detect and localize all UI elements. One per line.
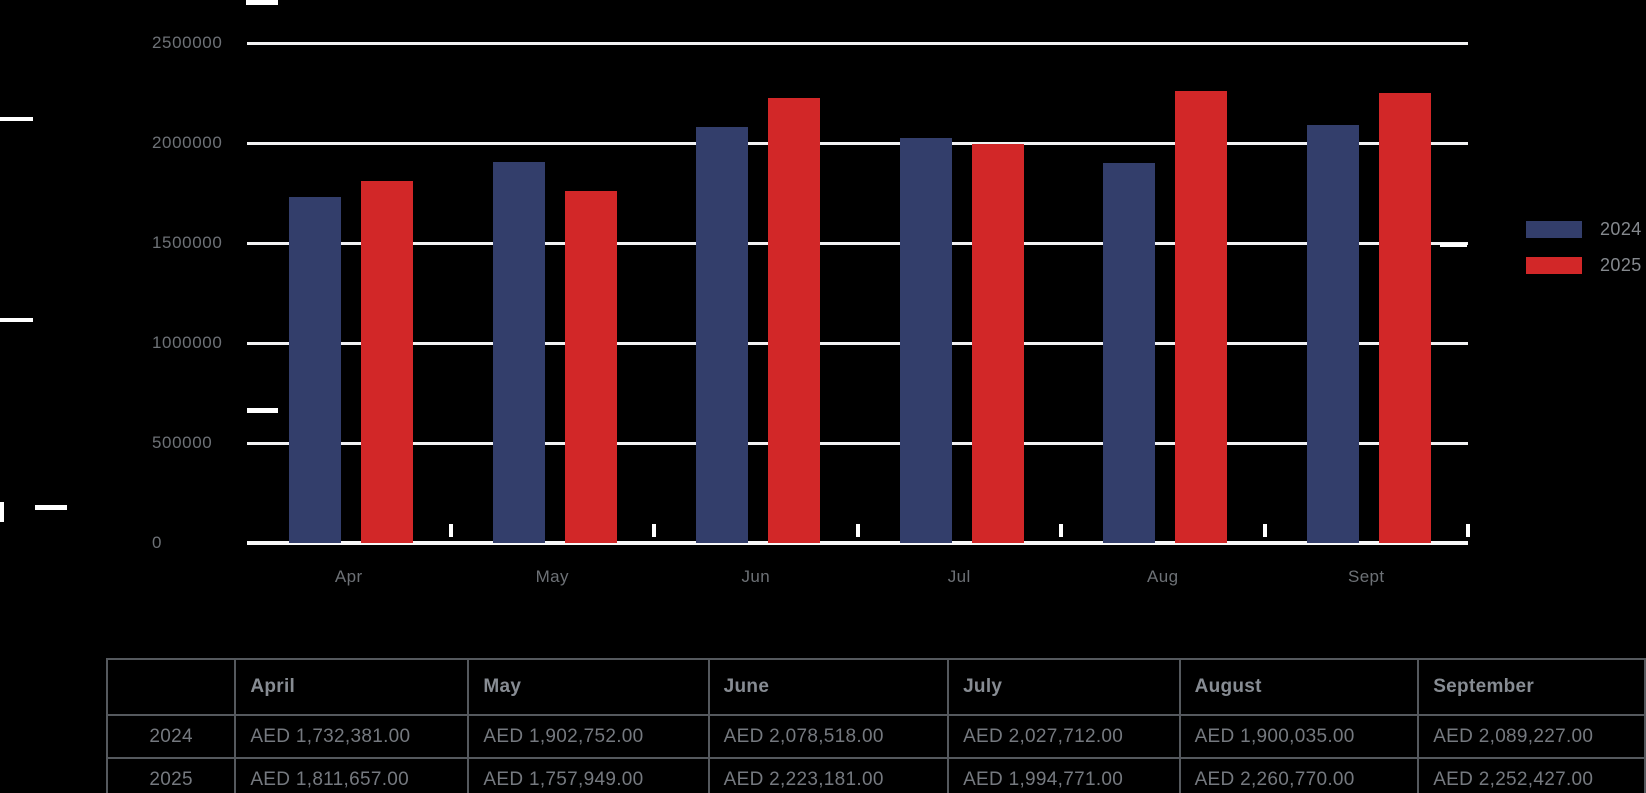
cell-2024-may: AED 1,902,752.00 — [467, 714, 710, 759]
white-mark-bottom-left — [0, 502, 4, 522]
bar-2025-apr[interactable] — [361, 180, 414, 543]
table-header-empty — [105, 658, 237, 716]
legend-item-2024[interactable]: 2024 — [1526, 219, 1642, 239]
cell-2025-july: AED 1,994,771.00 — [947, 757, 1181, 793]
legend-label-2025: 2025 — [1600, 255, 1642, 275]
legend-label-2024: 2024 — [1600, 219, 1642, 239]
row-label-2025: 2025 — [105, 757, 237, 793]
bar-2024-may[interactable] — [492, 162, 545, 543]
y-tick-label: 1000000 — [152, 333, 223, 352]
y-tick-label: 2000000 — [152, 133, 223, 152]
table-header-april: April — [234, 658, 470, 716]
bar-2024-jun[interactable] — [696, 127, 749, 543]
y-tick-label: 500000 — [152, 433, 213, 452]
monthly-revenue-table: April May June July August September 2024 AED … — [105, 658, 1646, 793]
bar-2024-jul[interactable] — [899, 137, 952, 543]
table-header-august: August — [1178, 658, 1420, 716]
white-dash-bottom-left — [35, 505, 67, 510]
table-body: 2024 AED 1,732,381.00 AED 1,902,752.00 AED … — [105, 714, 1646, 793]
y-tick-label: 0 — [152, 533, 163, 552]
table-header-september: September — [1417, 658, 1646, 716]
white-dash-mid — [247, 408, 278, 413]
x-tick-mark — [448, 524, 453, 537]
bar-2024-apr[interactable] — [289, 196, 342, 543]
gridline — [247, 342, 1468, 345]
bar-2025-jul[interactable] — [971, 144, 1024, 543]
white-dash-right — [1440, 243, 1467, 247]
x-tick-mark — [1059, 524, 1063, 537]
cell-2024-september: AED 2,089,227.00 — [1417, 714, 1646, 759]
bar-2025-aug[interactable] — [1175, 90, 1228, 543]
table-row-2025: 2025 AED 1,811,657.00 AED 1,757,949.00 AED … — [105, 757, 1646, 793]
legend-swatch-2024 — [1526, 221, 1582, 238]
x-tick-mark — [1466, 524, 1470, 537]
gridline — [247, 442, 1468, 445]
cell-2025-april: AED 1,811,657.00 — [234, 757, 470, 793]
table-header-may: May — [467, 658, 710, 716]
legend-item-2025[interactable]: 2025 — [1526, 255, 1642, 275]
gridline — [247, 42, 1468, 45]
x-tick-mark — [855, 524, 860, 537]
white-dash-left-upper — [0, 117, 33, 121]
cell-2024-april: AED 1,732,381.00 — [234, 714, 470, 759]
bar-2025-may[interactable] — [564, 191, 617, 543]
y-tick-label: 1500000 — [152, 233, 223, 252]
x-category-label-sept: Sept — [1347, 567, 1385, 586]
cell-2025-june: AED 2,223,181.00 — [707, 757, 950, 793]
x-axis-line — [247, 541, 1468, 545]
legend-swatch-2025 — [1526, 257, 1582, 274]
cell-2025-september: AED 2,252,427.00 — [1417, 757, 1646, 793]
table-header: April May June July August September — [105, 658, 1646, 716]
table-header-july: July — [947, 658, 1181, 716]
table-header-june: June — [707, 658, 950, 716]
x-category-label-jul: Jul — [947, 567, 971, 586]
cell-2024-august: AED 1,900,035.00 — [1178, 714, 1420, 759]
white-dash-top — [246, 0, 278, 5]
row-label-2024: 2024 — [105, 714, 237, 759]
x-category-label-jun: Jun — [741, 567, 771, 586]
cell-2025-august: AED 2,260,770.00 — [1178, 757, 1420, 793]
bar-2025-sept[interactable] — [1378, 92, 1431, 543]
x-tick-mark — [652, 524, 656, 537]
cell-2024-july: AED 2,027,712.00 — [947, 714, 1181, 759]
white-dash-left-middle — [0, 318, 33, 322]
gridline — [247, 142, 1468, 145]
cell-2025-may: AED 1,757,949.00 — [467, 757, 710, 793]
cell-2024-june: AED 2,078,518.00 — [707, 714, 950, 759]
x-category-label-may: May — [535, 567, 569, 586]
table-row-2024: 2024 AED 1,732,381.00 AED 1,902,752.00 AED … — [105, 714, 1646, 759]
x-category-label-apr: Apr — [334, 567, 363, 586]
bar-2024-sept[interactable] — [1306, 125, 1359, 543]
bar-2025-jun[interactable] — [768, 98, 821, 543]
x-category-label-aug: Aug — [1147, 567, 1179, 586]
x-tick-mark — [1262, 524, 1267, 537]
bar-2024-aug[interactable] — [1103, 163, 1156, 543]
gridline — [247, 242, 1468, 245]
y-tick-label: 2500000 — [152, 33, 223, 52]
